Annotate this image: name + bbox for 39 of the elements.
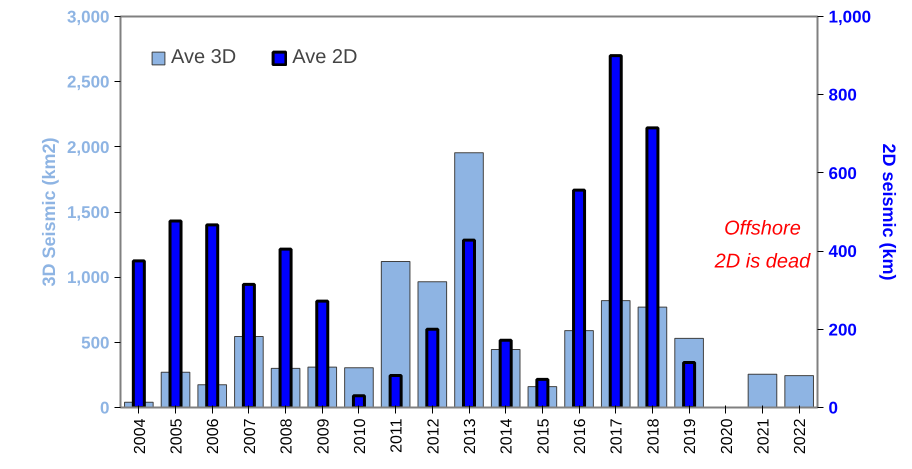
x-tick-label: 2013: [462, 418, 479, 454]
y-tick-label: 2,500: [66, 72, 110, 92]
x-tick-label: 2012: [425, 418, 442, 454]
y2-tick-label: 800: [828, 86, 857, 105]
y2-tick-label: 200: [828, 320, 857, 340]
x-tick-label: 2019: [682, 418, 700, 454]
y2-axis-title: 2D seismic (km): [879, 143, 900, 281]
x-tick-label: 2007: [242, 418, 259, 454]
x-tick-label: 2018: [645, 418, 662, 454]
x-tick-label: 2008: [278, 418, 296, 454]
y-tick-label: 2,000: [66, 138, 110, 157]
x-tick-label: 2010: [352, 418, 369, 454]
x-tick-label: 2014: [498, 418, 516, 454]
y-tick-label: 1,000: [66, 268, 110, 288]
x-tick-label: 2004: [132, 418, 149, 454]
x-tick-label: 2015: [535, 418, 552, 454]
legend-label: Ave 2D: [292, 46, 358, 69]
annotation: Offshore 2D is dead: [714, 217, 812, 273]
x-tick-label: 2011: [388, 418, 406, 453]
y-tick-label: 1,500: [66, 203, 110, 222]
y2-tick-label: 1,000: [828, 8, 872, 26]
y2-tick-label: 0: [828, 398, 838, 418]
x-tick-label: 2022: [792, 418, 810, 454]
y2-tick-label: 600: [828, 164, 857, 183]
y2-tick-label: 400: [828, 242, 857, 262]
y-tick-label: 3,000: [66, 8, 110, 26]
x-tick-label: 2020: [718, 418, 736, 454]
bar: [784, 375, 814, 408]
x-tick-label: 2017: [608, 418, 626, 454]
x-tick-label: 2021: [755, 418, 772, 454]
x-tick-label: 2016: [572, 418, 590, 454]
y-tick-label: 0: [100, 398, 110, 418]
x-tick-label: 2006: [205, 418, 222, 454]
bar: [748, 374, 778, 408]
y-tick-label: 500: [81, 333, 110, 352]
y-axis-title: 3D Seismic (km2): [38, 137, 59, 287]
x-tick-label: 2009: [315, 418, 332, 454]
legend-label: Ave 3D: [171, 46, 236, 69]
x-tick-label: 2005: [168, 418, 186, 454]
